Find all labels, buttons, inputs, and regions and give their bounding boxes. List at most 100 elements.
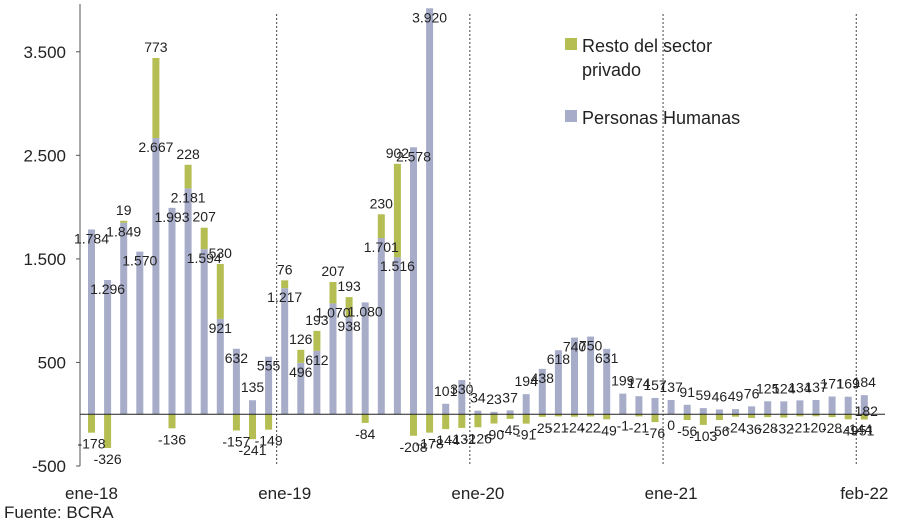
- data-label-resto: 193: [305, 312, 329, 328]
- y-tick-label: 1.500: [23, 250, 66, 269]
- bar-resto: [361, 414, 369, 423]
- data-label-resto: 193: [337, 278, 361, 294]
- bar-personas: [490, 411, 498, 415]
- bar-personas: [780, 401, 788, 415]
- data-label-resto: 902: [386, 145, 410, 161]
- bar-personas: [329, 303, 337, 415]
- bar-personas: [554, 350, 562, 415]
- data-label-resto: 530: [209, 245, 233, 261]
- x-tick-label: feb-22: [840, 484, 888, 503]
- bar-resto: [104, 414, 112, 448]
- data-label-personas: 124: [772, 380, 796, 396]
- data-label-personas: 1.993: [154, 209, 189, 225]
- data-label-resto: -241: [238, 442, 266, 458]
- data-label-resto: -157: [222, 433, 250, 449]
- data-label-personas: 1.296: [90, 281, 125, 297]
- bar-resto: [522, 414, 530, 424]
- data-label-personas: 1.849: [106, 224, 141, 240]
- data-label-personas: 612: [305, 352, 329, 368]
- bar-personas: [619, 393, 627, 415]
- data-label-personas: 199: [611, 373, 635, 389]
- bar-personas: [361, 302, 369, 415]
- data-label-resto: -178: [77, 436, 105, 452]
- data-label-extra: 182: [855, 403, 879, 419]
- bar-personas: [297, 362, 305, 415]
- data-label-resto: -28: [822, 420, 842, 436]
- data-label-resto: 228: [176, 146, 200, 162]
- bar-personas: [265, 356, 273, 415]
- data-label-resto: -1: [617, 417, 630, 433]
- data-label-resto: -126: [464, 430, 492, 446]
- bar-resto: [490, 414, 498, 424]
- bar-resto: [168, 414, 176, 429]
- data-label-resto: -208: [399, 439, 427, 455]
- bar-personas: [764, 401, 772, 415]
- data-label-personas: 2.667: [138, 139, 173, 155]
- data-label-resto: -76: [645, 425, 665, 441]
- bar-personas: [168, 207, 176, 415]
- data-label-resto: 230: [370, 195, 394, 211]
- bar-personas: [828, 396, 836, 415]
- legend-label-personas: Personas Humanas: [582, 108, 740, 128]
- bar-personas: [216, 318, 224, 415]
- data-label-personas: 750: [579, 338, 603, 354]
- bar-personas: [345, 317, 353, 415]
- bar-personas: [393, 257, 401, 415]
- bar-resto: [474, 414, 482, 428]
- x-tick-label: ene-20: [451, 484, 504, 503]
- bar-resto: [377, 214, 385, 239]
- data-label-resto: -22: [580, 420, 600, 436]
- data-label-resto: -21: [790, 419, 810, 435]
- data-label-personas: 46: [712, 388, 728, 404]
- bar-personas: [699, 408, 707, 415]
- bar-resto: [184, 164, 192, 189]
- bar-resto: [651, 414, 659, 423]
- bar-resto: [410, 414, 417, 436]
- data-label-personas: 921: [209, 320, 233, 336]
- bar-personas: [184, 188, 192, 415]
- bar-resto: [538, 414, 546, 417]
- bar-resto: [748, 414, 756, 418]
- bar-personas: [844, 396, 852, 415]
- bar-personas: [426, 8, 434, 415]
- data-label-resto: -36: [741, 421, 761, 437]
- bar-personas: [104, 280, 112, 415]
- bar-resto: [393, 163, 401, 258]
- data-label-personas: 37: [502, 389, 518, 405]
- bar-resto: [265, 414, 273, 430]
- data-label-resto: -149: [255, 433, 283, 449]
- data-label-resto: -24: [564, 420, 584, 436]
- data-label-personas: 2.578: [396, 148, 431, 164]
- bar-resto: [764, 414, 772, 418]
- bar-resto: [554, 414, 562, 417]
- y-tick-label: 500: [38, 353, 66, 372]
- data-label-resto: -45: [500, 422, 520, 438]
- bar-resto: [458, 414, 466, 428]
- data-label-personas: 101: [434, 383, 458, 399]
- data-label-personas: 1.080: [348, 303, 383, 319]
- bar-personas: [474, 410, 482, 415]
- bar-resto: [442, 414, 450, 430]
- data-label-personas: 938: [337, 318, 361, 334]
- x-tick-label: ene-21: [645, 484, 698, 503]
- bar-resto: [844, 414, 852, 420]
- bar-resto: [780, 414, 788, 418]
- data-label-resto: 207: [193, 209, 217, 225]
- data-label-resto: -28: [758, 420, 778, 436]
- data-label-personas: 174: [627, 375, 651, 391]
- data-label-personas: 76: [744, 385, 760, 401]
- bar-personas: [410, 147, 417, 415]
- data-label-personas: 125: [756, 380, 780, 396]
- bar-resto: [715, 414, 723, 421]
- data-label-personas: 137: [659, 379, 683, 395]
- bar-personas: [796, 400, 804, 415]
- bar-personas: [732, 409, 739, 415]
- data-label-resto: -56: [677, 423, 697, 439]
- bar-personas: [812, 400, 820, 415]
- bar-resto: [200, 227, 208, 250]
- data-label-resto: 0: [667, 417, 675, 433]
- data-label-extra: -144: [844, 421, 872, 437]
- data-label-resto: -21: [629, 419, 649, 435]
- bar-resto: [571, 414, 578, 417]
- bar-resto: [828, 414, 836, 418]
